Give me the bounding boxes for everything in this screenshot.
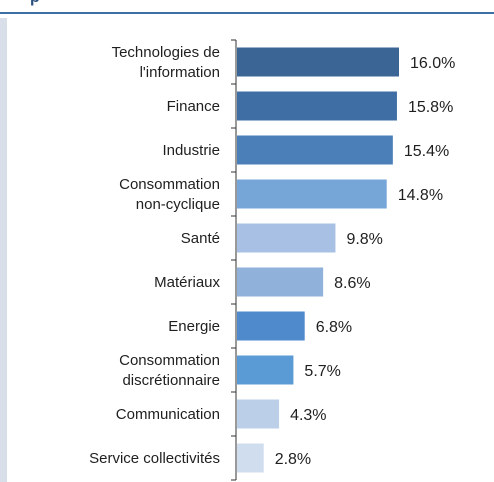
value-label: 16.0% [410, 55, 455, 72]
category-label: Technologies de l'information [112, 44, 220, 81]
category-label-line: Matériaux [154, 274, 220, 291]
side-panel [0, 18, 7, 482]
value-label: 8.6% [334, 275, 370, 292]
value-label: 9.8% [346, 231, 382, 248]
bar [235, 265, 326, 299]
page-title-text: p [30, 0, 40, 7]
value-label: 14.8% [398, 187, 443, 204]
category-label: Santé [181, 230, 220, 247]
value-label: 15.4% [404, 143, 449, 160]
category-label: Communication [116, 406, 220, 423]
bar [235, 441, 266, 475]
category-label: Energie [168, 318, 220, 335]
value-label: 5.7% [304, 363, 340, 380]
bar [235, 45, 401, 79]
value-label: 4.3% [290, 407, 326, 424]
header-rule [0, 12, 494, 14]
category-label-line: Industrie [162, 142, 220, 159]
category-label-line: Technologies de [112, 44, 220, 61]
value-labels: 16.0% 15.8% 15.4% 14.8% 9.8% 8.6% 6.8% 5.7% 4.3%… [275, 55, 456, 468]
category-label-line: non-cyclique [136, 196, 220, 213]
category-label: Consommation discrétionnaire [119, 352, 220, 389]
bar [235, 177, 389, 211]
category-labels: Technologies de l'information Finance Indus… [89, 44, 220, 467]
bar [235, 133, 395, 167]
category-label-line: Communication [116, 406, 220, 423]
category-label-line: Energie [168, 318, 220, 335]
category-label: Matériaux [154, 274, 220, 291]
bars-layer [235, 45, 401, 475]
category-label-line: discrétionnaire [122, 372, 220, 389]
category-label: Consommation non-cyclique [119, 176, 220, 213]
category-label-line: l'information [140, 64, 220, 81]
value-label: 15.8% [408, 99, 453, 116]
category-label: Service collectivités [89, 450, 220, 467]
bar [235, 221, 338, 255]
category-label-line: Service collectivités [89, 450, 220, 467]
category-label-line: Consommation [119, 352, 220, 369]
bar [235, 89, 399, 123]
bar [235, 353, 296, 387]
value-label: 2.8% [275, 451, 311, 468]
axis-layer [231, 39, 237, 481]
category-label: Finance [167, 98, 220, 115]
bar [235, 309, 307, 343]
bar [235, 397, 282, 431]
page-title-fragment: p [28, 0, 88, 7]
category-label-line: Santé [181, 230, 220, 247]
category-label-line: Consommation [119, 176, 220, 193]
category-label-line: Finance [167, 98, 220, 115]
category-label: Industrie [162, 142, 220, 159]
value-label: 6.8% [316, 319, 352, 336]
